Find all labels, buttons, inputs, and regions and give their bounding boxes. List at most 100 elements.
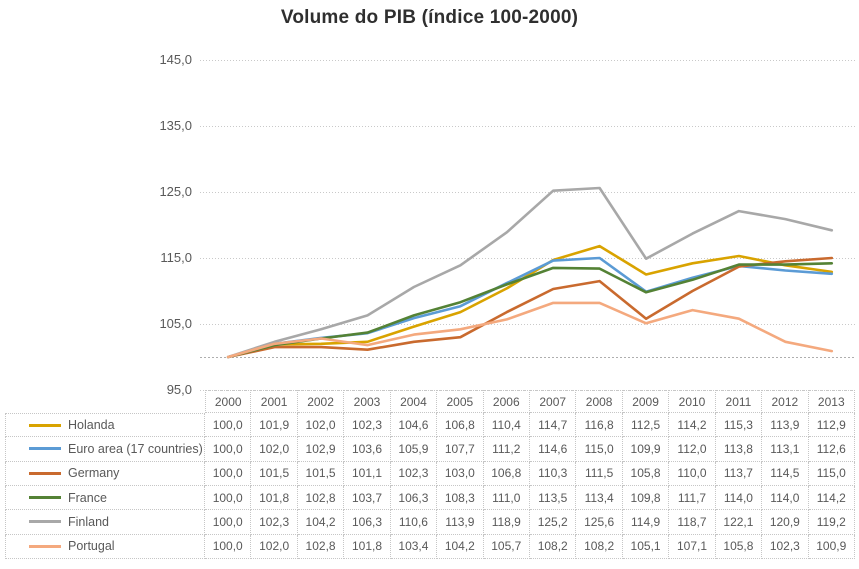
series-line-finland (226, 186, 834, 359)
table-value-cell: 110,6 (390, 510, 438, 535)
year-header: 2011 (715, 390, 763, 413)
table-value-cell: 104,2 (437, 534, 484, 559)
table-value-cell: 104,6 (390, 413, 438, 438)
table-value-cell: 116,8 (576, 413, 623, 438)
year-header: 2003 (344, 390, 391, 413)
y-axis-tick-label: 125,0 (159, 184, 192, 199)
table-value-cell: 125,6 (576, 510, 623, 535)
table-value-cell: 112,0 (669, 437, 716, 462)
legend-item: Portugal (5, 534, 205, 559)
table-value-cell: 113,5 (529, 486, 577, 511)
series-line-france (226, 261, 834, 359)
legend-line-swatch (29, 423, 61, 427)
table-value-cell: 108,2 (576, 534, 623, 559)
table-value-cell: 112,5 (622, 413, 670, 438)
table-value-cell: 101,5 (297, 461, 345, 486)
table-value-cell: 100,0 (205, 534, 252, 559)
table-value-cell: 102,0 (251, 437, 298, 462)
table-value-cell: 108,3 (437, 486, 484, 511)
table-value-cell: 113,7 (715, 461, 763, 486)
legend-line-swatch (29, 471, 61, 475)
series-line-holanda (226, 244, 834, 359)
data-table: 2000 2001 2002 2003 2004 2005 2006 2007 2008 2009… (5, 390, 855, 559)
table-value-cell: 100,0 (205, 437, 252, 462)
year-header: 2012 (762, 390, 809, 413)
table-value-cell: 110,3 (529, 461, 577, 486)
table-value-cell: 111,7 (669, 486, 716, 511)
y-axis-tick-label: 95,0 (166, 382, 192, 397)
series-name: Euro area (17 countries) (68, 441, 203, 456)
table-value-cell: 106,3 (344, 510, 391, 535)
year-header: 2010 (669, 390, 716, 413)
table-value-cell: 100,0 (205, 413, 252, 438)
legend-item: France (5, 486, 205, 511)
table-value-cell: 114,2 (808, 486, 855, 511)
table-value-cell: 120,9 (762, 510, 809, 535)
table-value-cell: 101,9 (251, 413, 298, 438)
table-value-cell: 105,8 (622, 461, 670, 486)
table-value-cell: 100,0 (205, 510, 252, 535)
year-header: 2005 (437, 390, 484, 413)
year-header: 2013 (808, 390, 855, 413)
table-value-cell: 112,9 (808, 413, 855, 438)
table-value-cell: 114,7 (529, 413, 577, 438)
table-value-cell: 102,3 (762, 534, 809, 559)
table-value-cell: 103,6 (344, 437, 391, 462)
table-value-cell: 112,6 (808, 437, 855, 462)
year-header: 2009 (622, 390, 670, 413)
table-value-cell: 106,8 (437, 413, 484, 438)
table-value-cell: 100,0 (205, 461, 252, 486)
table-value-cell: 100,9 (808, 534, 855, 559)
legend-line-swatch (29, 520, 61, 524)
table-value-cell: 122,1 (715, 510, 763, 535)
table-value-cell: 119,2 (808, 510, 855, 535)
table-value-cell: 118,7 (669, 510, 716, 535)
table-value-cell: 106,8 (483, 461, 530, 486)
series-line-germany (226, 256, 834, 359)
table-value-cell: 111,5 (576, 461, 623, 486)
table-value-cell: 114,6 (529, 437, 577, 462)
table-value-cell: 107,7 (437, 437, 484, 462)
table-value-cell: 105,8 (715, 534, 763, 559)
y-axis-tick-label: 145,0 (159, 52, 192, 67)
series-line-portugal (226, 301, 834, 359)
legend-item: Finland (5, 510, 205, 535)
series-name: Finland (68, 514, 109, 529)
table-value-cell: 115,0 (576, 437, 623, 462)
table-value-cell: 111,2 (483, 437, 530, 462)
table-value-cell: 102,3 (390, 461, 438, 486)
table-value-cell: 105,9 (390, 437, 438, 462)
year-header: 2000 (205, 390, 252, 413)
series-line-euro-area-17-countries- (226, 256, 834, 359)
table-value-cell: 125,2 (529, 510, 577, 535)
table-value-cell: 109,9 (622, 437, 670, 462)
table-corner-spacer (5, 390, 205, 413)
table-value-cell: 103,7 (344, 486, 391, 511)
year-header: 2007 (529, 390, 577, 413)
table-value-cell: 115,0 (808, 461, 855, 486)
year-header: 2004 (390, 390, 438, 413)
series-name: Germany (68, 466, 120, 481)
year-header: 2006 (483, 390, 530, 413)
table-value-cell: 105,1 (622, 534, 670, 559)
table-value-cell: 113,8 (715, 437, 763, 462)
table-value-cell: 103,4 (390, 534, 438, 559)
table-value-cell: 113,9 (437, 510, 484, 535)
legend-item: Holanda (5, 413, 205, 438)
table-value-cell: 102,3 (251, 510, 298, 535)
y-axis-tick-label: 135,0 (159, 118, 192, 133)
series-name: Holanda (68, 418, 115, 433)
table-value-cell: 107,1 (669, 534, 716, 559)
year-header: 2008 (576, 390, 623, 413)
series-name: Portugal (68, 539, 115, 554)
table-value-cell: 101,8 (344, 534, 391, 559)
table-value-cell: 113,9 (762, 413, 809, 438)
legend-item: Euro area (17 countries) (5, 437, 205, 462)
table-value-cell: 114,0 (715, 486, 763, 511)
table-value-cell: 114,9 (622, 510, 670, 535)
table-value-cell: 113,4 (576, 486, 623, 511)
table-value-cell: 114,0 (762, 486, 809, 511)
table-value-cell: 102,0 (297, 413, 345, 438)
table-value-cell: 108,2 (529, 534, 577, 559)
table-value-cell: 102,8 (297, 534, 345, 559)
